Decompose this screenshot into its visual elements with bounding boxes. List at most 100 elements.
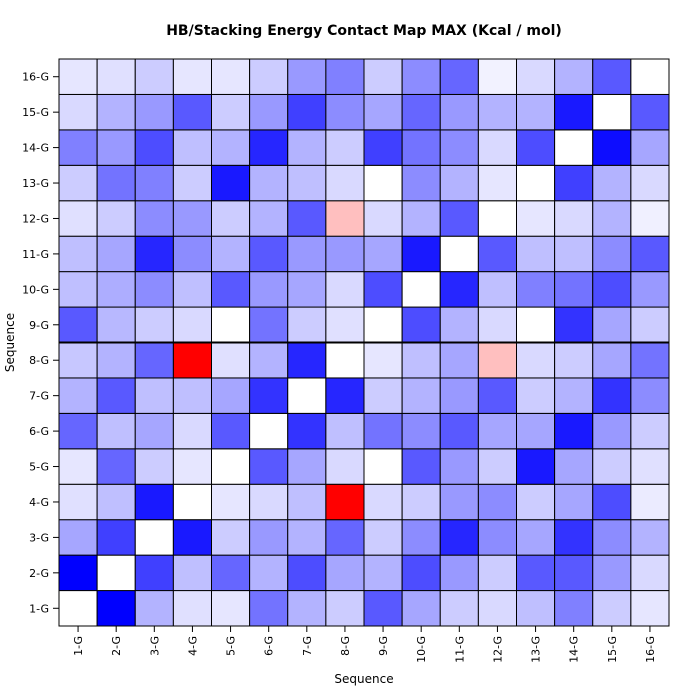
heatmap-cell <box>211 342 251 379</box>
heatmap-cell <box>592 164 632 202</box>
y-tick-label: 8-G <box>29 354 49 367</box>
heatmap-cell <box>477 590 517 627</box>
heatmap-cell <box>249 235 289 273</box>
heatmap-cell <box>363 235 403 273</box>
heatmap-cell <box>477 129 517 166</box>
heatmap-cell <box>439 235 479 273</box>
heatmap-cell <box>211 235 251 273</box>
heatmap-cell <box>477 519 517 556</box>
heatmap-cell <box>96 306 136 343</box>
heatmap-cell <box>630 58 670 95</box>
heatmap-cell <box>401 377 441 414</box>
heatmap-cell <box>325 306 365 343</box>
heatmap-cell <box>592 412 632 450</box>
heatmap-cell <box>516 412 556 450</box>
heatmap-cell <box>211 164 251 202</box>
heatmap-cell <box>401 412 441 450</box>
heatmap-cell <box>630 519 670 556</box>
x-tick-label: 8-G <box>339 636 352 656</box>
heatmap-cell <box>401 448 441 485</box>
y-tick-label: 2-G <box>29 567 49 580</box>
heatmap-cell <box>172 519 212 556</box>
heatmap-cell <box>630 483 670 521</box>
heatmap-cell <box>325 235 365 273</box>
heatmap-cell <box>439 271 479 308</box>
heatmap-cell <box>516 590 556 627</box>
heatmap-cell <box>287 58 327 95</box>
heatmap-cell <box>516 306 556 343</box>
heatmap-cell <box>249 129 289 166</box>
heatmap-cell <box>211 377 251 414</box>
heatmap-cell <box>287 271 327 308</box>
heatmap-cell <box>439 448 479 485</box>
x-tick-label: 10-G <box>415 636 428 663</box>
heatmap-cell <box>96 377 136 414</box>
heatmap-cell <box>58 483 98 521</box>
heatmap-cell <box>172 483 212 521</box>
heatmap-cell <box>249 200 289 237</box>
x-tick-label: 2-G <box>110 636 123 656</box>
heatmap-cell <box>363 554 403 592</box>
heatmap-cell <box>58 590 98 627</box>
x-tick-label: 16-G <box>644 636 657 663</box>
heatmap-cell <box>516 271 556 308</box>
heatmap-cell <box>439 93 479 131</box>
heatmap-cell <box>516 448 556 485</box>
heatmap-cell <box>172 58 212 95</box>
heatmap-cell <box>554 93 594 131</box>
heatmap-cell <box>134 590 174 627</box>
heatmap-cell <box>592 200 632 237</box>
heatmap-cell <box>287 483 327 521</box>
heatmap-cell <box>172 377 212 414</box>
heatmap-cell <box>96 129 136 166</box>
heatmap-cell <box>363 271 403 308</box>
x-tick-label: 1-G <box>72 636 85 656</box>
heatmap-cell <box>134 519 174 556</box>
heatmap-cell <box>325 93 365 131</box>
heatmap-cell <box>477 412 517 450</box>
heatmap-cell <box>592 58 632 95</box>
heatmap-cell <box>58 554 98 592</box>
heatmap-cell <box>249 306 289 343</box>
y-tick-label: 12-G <box>22 212 49 225</box>
heatmap-cell <box>134 483 174 521</box>
heatmap-cell <box>477 448 517 485</box>
heatmap-cell <box>325 554 365 592</box>
heatmap-cell <box>363 412 403 450</box>
heatmap-cell <box>401 342 441 379</box>
y-tick-label: 16-G <box>22 71 49 84</box>
y-tick-label: 14-G <box>22 142 49 155</box>
heatmap-cell <box>211 271 251 308</box>
heatmap-cell <box>401 129 441 166</box>
heatmap-cell <box>363 342 403 379</box>
heatmap-cell <box>592 590 632 627</box>
heatmap-cell <box>401 58 441 95</box>
heatmap-cell <box>249 342 289 379</box>
heatmap-cell <box>211 448 251 485</box>
heatmap-cell <box>516 342 556 379</box>
heatmap-cell <box>477 200 517 237</box>
heatmap-cell <box>249 164 289 202</box>
heatmap-cell <box>554 554 594 592</box>
heatmap-cell <box>172 342 212 379</box>
heatmap-cell <box>96 235 136 273</box>
heatmap-cell <box>516 58 556 95</box>
heatmap-cell <box>325 200 365 237</box>
x-tick-label: 4-G <box>186 636 199 656</box>
heatmap-cell <box>134 554 174 592</box>
heatmap-cell <box>554 271 594 308</box>
heatmap-cell <box>96 164 136 202</box>
heatmap-cell <box>58 58 98 95</box>
heatmap-cell <box>287 200 327 237</box>
heatmap-cell <box>96 200 136 237</box>
heatmap-cell <box>172 554 212 592</box>
heatmap-cell <box>363 483 403 521</box>
heatmap-cell <box>401 483 441 521</box>
heatmap-cell <box>363 58 403 95</box>
heatmap-cell <box>516 200 556 237</box>
x-tick-label: 5-G <box>225 636 238 656</box>
heatmap-cell <box>287 342 327 379</box>
y-tick-label: 3-G <box>29 531 49 544</box>
heatmap-cell <box>172 412 212 450</box>
heatmap-cell <box>134 377 174 414</box>
